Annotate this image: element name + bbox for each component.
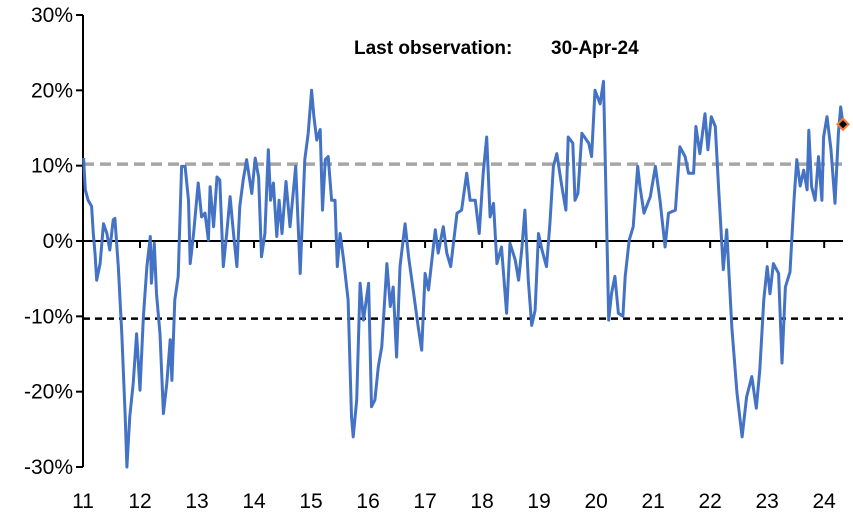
y-tick-label: -20% <box>24 381 73 404</box>
last-observation-label: Last observation: <box>354 38 512 59</box>
x-tick-label: 13 <box>185 490 208 513</box>
y-tick-label: 20% <box>31 79 73 102</box>
y-tick-label: -10% <box>24 305 73 328</box>
x-tick-label: 14 <box>242 490 266 513</box>
x-tick-label: 17 <box>413 490 436 513</box>
y-tick-label: -30% <box>24 456 73 479</box>
x-tick-label: 22 <box>698 490 721 513</box>
series-line <box>82 79 845 469</box>
y-tick-label: 10% <box>31 155 73 178</box>
y-tick-label: 30% <box>31 4 73 27</box>
last-observation-date: 30-Apr-24 <box>551 38 639 59</box>
x-tick-label: 19 <box>527 490 550 513</box>
x-tick-label: 20 <box>584 490 607 513</box>
axes: -30% -20% -10% 0% 10% 20% 30% 11 12 13 14 15 16 17 18 1… <box>24 4 836 513</box>
x-tick-label: 21 <box>641 490 664 513</box>
last-point-marker-center <box>839 120 847 129</box>
x-tick-label: 18 <box>470 490 493 513</box>
x-tick-label: 15 <box>299 490 322 513</box>
plot-area <box>82 79 850 469</box>
x-tick-label: 16 <box>356 490 379 513</box>
x-tick-label: 23 <box>755 490 778 513</box>
x-tick-label: 24 <box>813 490 837 513</box>
x-tick-label: 11 <box>72 490 94 513</box>
y-tick-label: 0% <box>43 230 73 253</box>
x-tick-label: 12 <box>128 490 151 513</box>
